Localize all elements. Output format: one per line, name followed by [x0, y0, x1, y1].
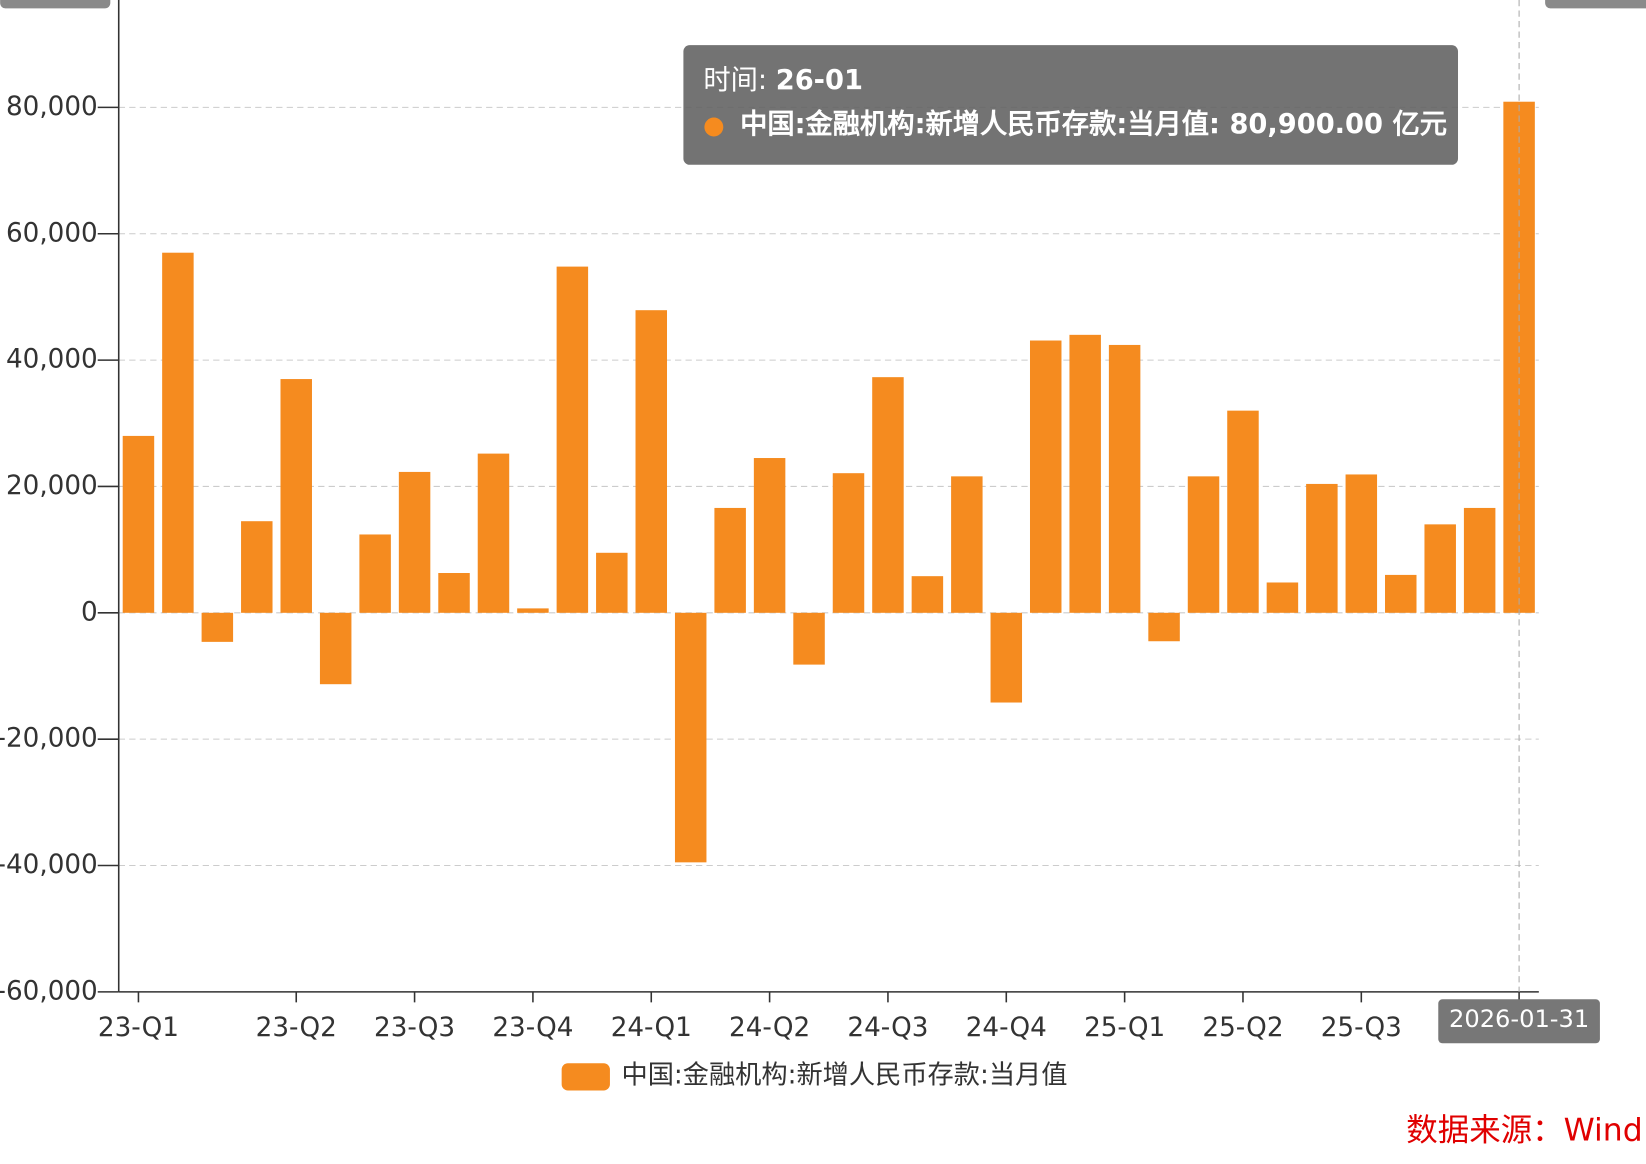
bar: [753, 458, 786, 613]
bar: [319, 612, 352, 685]
x-tick-label: 24-Q3: [847, 1013, 928, 1043]
bar: [241, 521, 273, 613]
bar: [280, 379, 312, 613]
y-tick-label: 80,000: [6, 92, 98, 122]
y-tick-label: -60,000: [0, 976, 98, 1006]
bar: [872, 377, 904, 613]
bar: [477, 453, 510, 613]
x-tick-label: 24-Q4: [966, 1013, 1047, 1043]
x-tick-label: 25-Q1: [1084, 1013, 1165, 1043]
source: 数据来源：Wind: [1406, 1112, 1642, 1148]
bar: [1069, 334, 1101, 613]
bar: [596, 552, 628, 613]
x-tick-label: 23-Q4: [492, 1013, 573, 1043]
bar: [438, 573, 470, 613]
bar: [122, 435, 155, 613]
x-tick-label: 25-Q2: [1202, 1013, 1283, 1043]
bar: [1108, 344, 1141, 613]
y-tick-label: 40,000: [6, 345, 98, 375]
bar: [1187, 476, 1220, 613]
toolbar-stub: [0, 0, 111, 9]
bar: [1463, 507, 1496, 613]
bar: [1345, 474, 1378, 613]
toolbar-stub: [1545, 0, 1646, 9]
tooltip-time-value: 26-01: [776, 64, 863, 95]
y-tick-label: -20,000: [0, 724, 98, 754]
bar: [398, 471, 431, 613]
bar: [1306, 483, 1338, 613]
x-tick-label: 24-Q1: [611, 1013, 692, 1043]
legend-label: 中国:金融机构:新增人民币存款:当月值: [621, 1060, 1067, 1090]
bar: [951, 476, 983, 613]
tooltip-series: 中国:金融机构:新增人民币存款:当月值: 80,900.00 亿元: [740, 107, 1447, 139]
bar: [1148, 612, 1180, 642]
y-tick-label: -40,000: [0, 850, 98, 880]
tooltip-unit: 亿元: [1392, 108, 1447, 139]
axis-pointer-label: 2026-01-31: [1449, 1005, 1589, 1033]
bar: [1385, 574, 1417, 613]
x-tick-label: 25-Q3: [1321, 1013, 1402, 1043]
bar: [911, 576, 944, 613]
y-tick-label: 0: [81, 597, 98, 627]
bar: [714, 507, 746, 613]
bar: [635, 310, 668, 613]
tooltip-value: 80,900.00: [1229, 108, 1383, 139]
x-tick-label: 23-Q1: [98, 1013, 179, 1043]
y-tick-label: 60,000: [6, 218, 98, 248]
tooltip-series-label: 中国:金融机构:新增人民币存款:当月值:: [740, 107, 1220, 139]
tooltip-box: [683, 45, 1459, 165]
bar: [201, 612, 234, 642]
x-tick-label: 23-Q2: [256, 1013, 337, 1043]
y-tick-label: 20,000: [6, 471, 98, 501]
bar: [359, 534, 391, 613]
bar: [793, 612, 825, 665]
bar: [832, 473, 865, 613]
bar: [1029, 340, 1062, 613]
tooltip-dot: [704, 117, 724, 137]
tooltip-time-label: 时间:: [703, 64, 767, 95]
x-tick-label: 23-Q3: [374, 1013, 455, 1043]
bar: [556, 266, 589, 613]
bar: [1266, 582, 1299, 613]
tooltip-time: 时间: 26-01: [703, 64, 863, 95]
bar: [162, 252, 194, 613]
bar: [1227, 410, 1259, 613]
bar: [1424, 524, 1456, 613]
x-tick-label: 24-Q2: [729, 1013, 810, 1043]
bar: [517, 608, 549, 613]
bar: [990, 612, 1023, 703]
axis-pointer-box: [1438, 999, 1600, 1044]
bar: [674, 612, 707, 863]
legend-swatch: [561, 1063, 610, 1091]
